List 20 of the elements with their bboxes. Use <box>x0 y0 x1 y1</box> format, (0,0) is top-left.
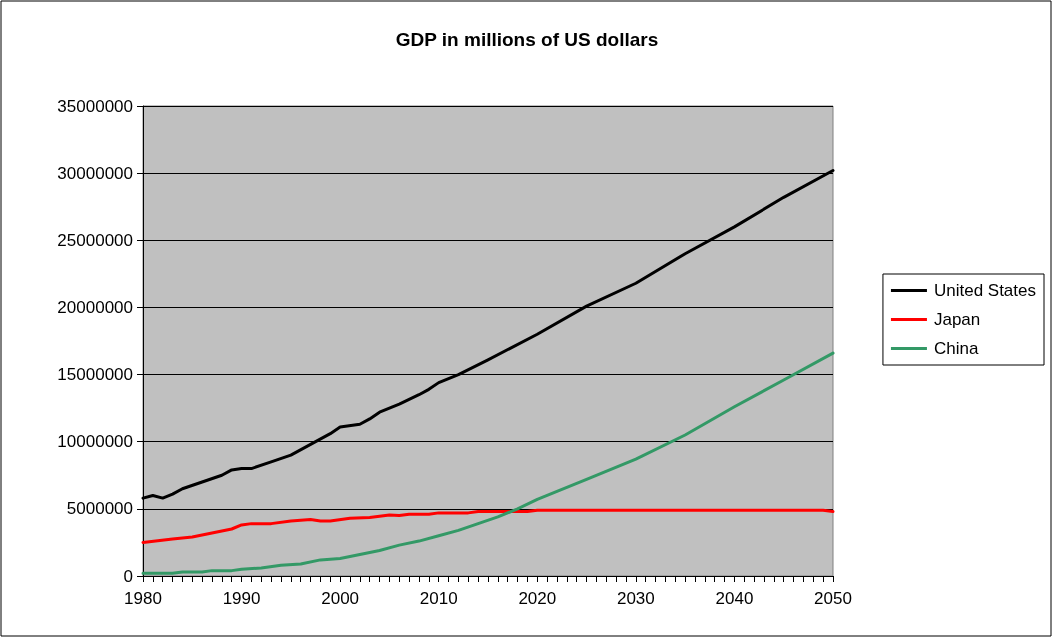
y-tick-label: 25000000 <box>57 230 133 250</box>
x-tick-label: 2010 <box>419 589 458 608</box>
y-tick-label: 20000000 <box>57 297 133 317</box>
legend-label: United States <box>933 281 1036 300</box>
legend-label: China <box>933 339 979 358</box>
x-tick-label: 2040 <box>715 589 754 608</box>
y-tick-label: 30000000 <box>57 163 133 183</box>
y-tick-label: 10000000 <box>57 432 133 452</box>
x-tick-label: 2020 <box>518 589 557 608</box>
x-tick-label: 2030 <box>616 589 655 608</box>
y-tick-label: 15000000 <box>57 365 133 385</box>
x-tick-label: 1980 <box>124 589 162 608</box>
y-tick-label: 5000000 <box>66 499 133 519</box>
y-tick-label: 35000000 <box>57 96 133 116</box>
x-tick-label: 1990 <box>222 589 261 608</box>
chart-title: GDP in millions of US dollars <box>395 29 659 50</box>
legend-label: Japan <box>933 310 981 329</box>
y-tick-label: 0 <box>123 566 133 586</box>
x-tick-label: 2050 <box>814 589 852 608</box>
x-tick-label: 2000 <box>321 589 360 608</box>
